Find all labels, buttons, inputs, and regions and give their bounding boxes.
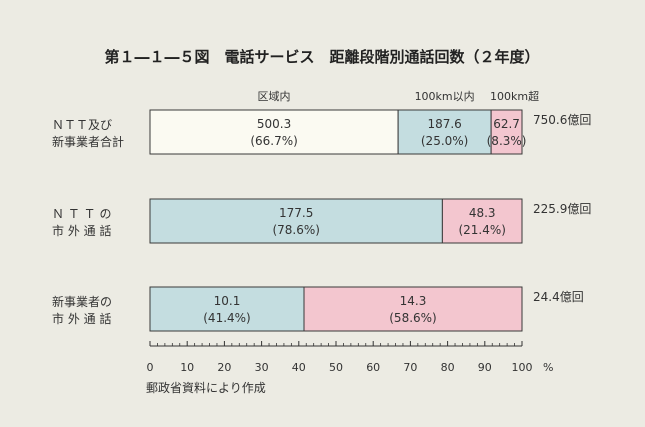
bar-segment-0-2 — [490, 109, 523, 155]
x-tick-label-4: 40 — [292, 361, 306, 374]
x-tick-label-7: 70 — [403, 361, 417, 374]
bar-segment-1-0 — [149, 198, 443, 244]
segment-pct-0-1: (25.0%) — [421, 134, 468, 148]
series-header-1: 100km以内 — [415, 89, 475, 103]
category-label-2: 新事業者の市 外 通 話 — [52, 294, 112, 326]
bar-segment-0-1 — [397, 109, 492, 155]
x-tick-label-8: 80 — [441, 361, 455, 374]
bar-group-0: ＮＴＴ及び新事業者合計 500.3 (66.7%) 187.6 (25.0%) 62.7 (… — [52, 109, 591, 155]
segment-pct-1-0: (78.6%) — [272, 223, 319, 237]
bar-segment-2-1 — [303, 286, 523, 332]
bars-layer: 区域内 100km以内 100km超 ＮＴＴ及び新事業者合計 500.3 (66.7%) 1… — [52, 89, 591, 332]
category-label-1: Ｎ Ｔ Ｔ の市 外 通 話 — [52, 207, 111, 238]
segment-value-2-0: 10.1 — [214, 294, 241, 308]
x-tick-label-3: 30 — [255, 361, 269, 374]
x-tick-label-6: 60 — [366, 361, 380, 374]
bar-total-0: 750.6億回 — [533, 113, 591, 127]
x-tick-label-10: 100 — [512, 361, 533, 374]
x-tick-label-5: 50 — [329, 361, 343, 374]
segment-pct-2-1: (58.6%) — [389, 311, 436, 325]
segment-pct-0-0: (66.7%) — [250, 134, 297, 148]
segment-value-0-2: 62.7 — [493, 117, 520, 131]
x-axis: 0 10 20 30 40 50 60 70 80 90 100% — [147, 341, 553, 374]
bar-total-1: 225.9億回 — [533, 202, 591, 216]
series-header-2: 100km超 — [490, 89, 539, 103]
x-tick-label-0: 0 — [147, 361, 154, 374]
chart-title: 第１―１―５図 電話サービス 距離段階別通話回数（２年度） — [104, 48, 539, 66]
segment-pct-1-1: (21.4%) — [458, 223, 505, 237]
segment-value-2-1: 14.3 — [400, 294, 427, 308]
segment-value-0-0: 500.3 — [257, 117, 291, 131]
source-note: 郵政省資料により作成 — [146, 381, 266, 395]
x-tick-label-1: 10 — [180, 361, 194, 374]
segment-pct-0-2: (8.3%) — [487, 134, 527, 148]
x-tick-label-9: 90 — [478, 361, 492, 374]
x-axis-unit: % — [543, 361, 553, 374]
bar-group-1: Ｎ Ｔ Ｔ の市 外 通 話 177.5 (78.6%) 48.3 (21.4%) 225… — [52, 198, 591, 244]
segment-pct-2-0: (41.4%) — [203, 311, 250, 325]
bar-total-2: 24.4億回 — [533, 290, 584, 304]
bar-segment-0-0 — [149, 109, 399, 155]
bar-segment-2-0 — [149, 286, 305, 332]
segment-value-0-1: 187.6 — [427, 117, 461, 131]
segment-value-1-0: 177.5 — [279, 206, 313, 220]
segment-value-1-1: 48.3 — [469, 206, 496, 220]
category-label-0: ＮＴＴ及び新事業者合計 — [52, 118, 124, 149]
bar-group-2: 新事業者の市 外 通 話 10.1 (41.4%) 14.3 (58.6%) 24.4億回 — [52, 286, 584, 332]
series-header-0: 区域内 — [258, 89, 291, 103]
x-tick-label-2: 20 — [217, 361, 231, 374]
bar-segment-1-1 — [441, 198, 523, 244]
